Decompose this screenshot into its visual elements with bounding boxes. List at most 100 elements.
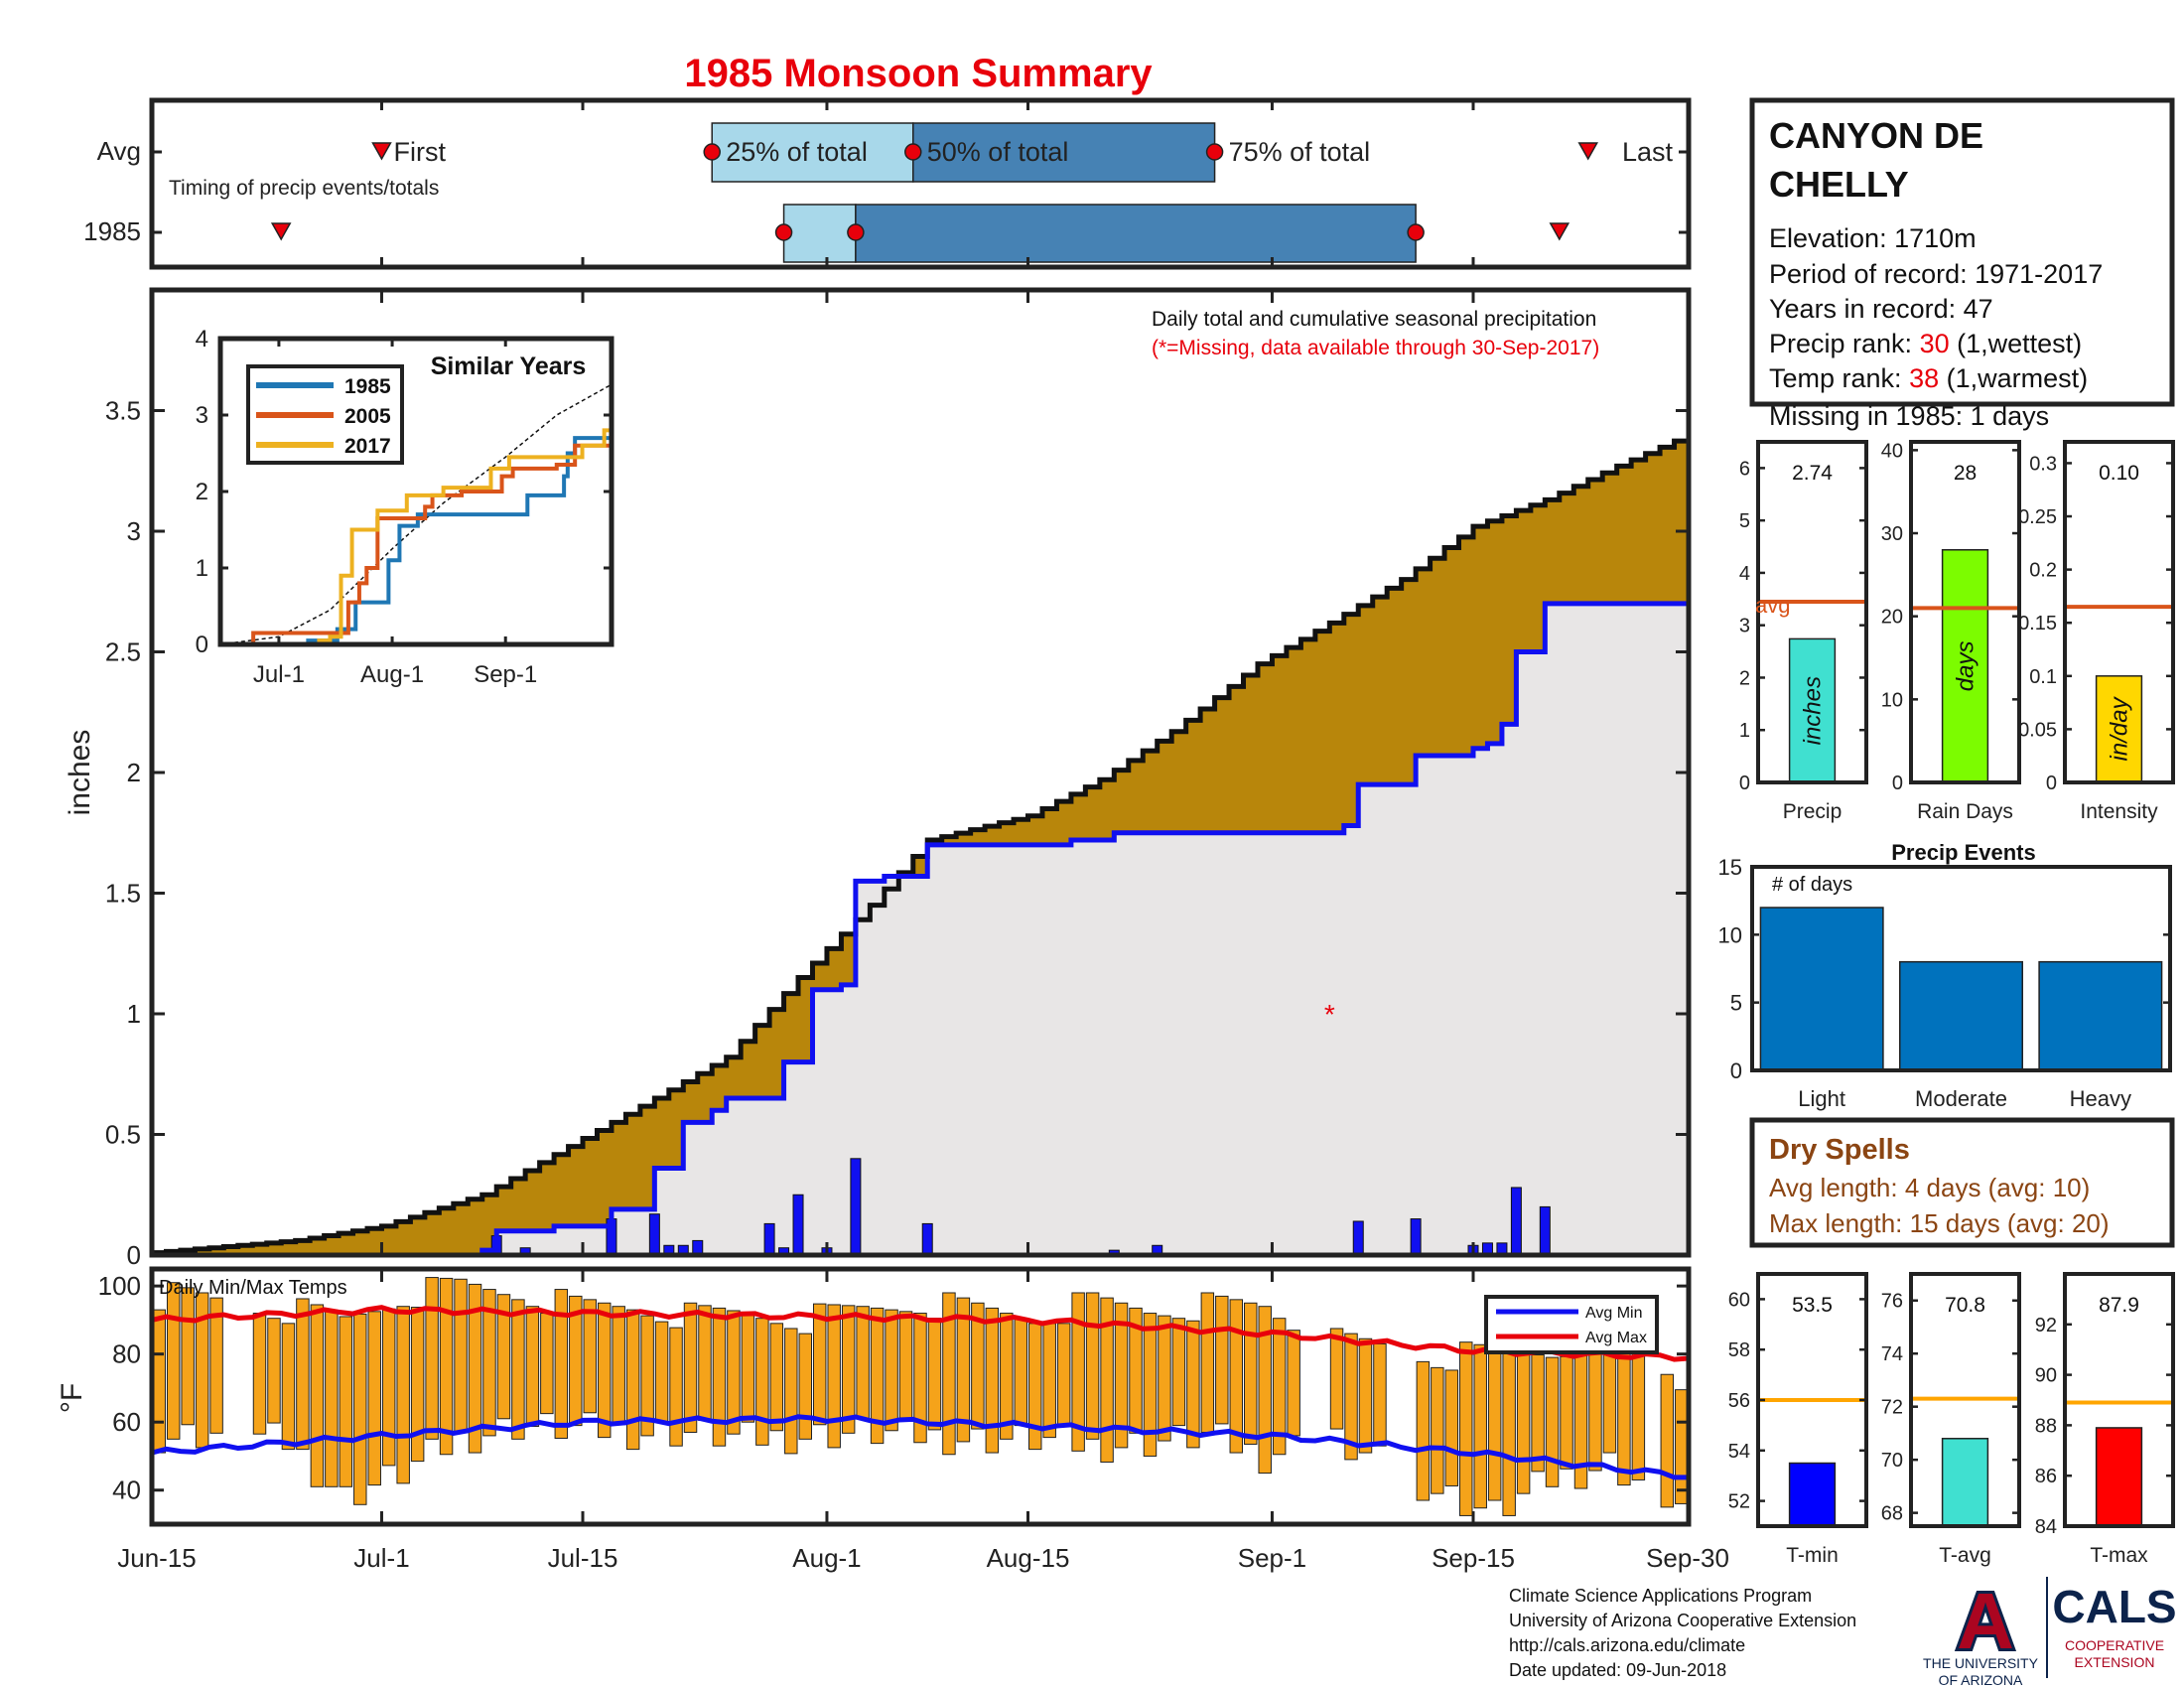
temp-ytick-label: 60 bbox=[112, 1407, 141, 1437]
events-ytick-label: 5 bbox=[1730, 991, 1742, 1016]
daily-temp-bar-15 bbox=[367, 1311, 381, 1486]
panel-unit-label: inches bbox=[1800, 676, 1827, 745]
daily-temp-bar-69 bbox=[1143, 1313, 1158, 1457]
precip-events-chart: Precip Events Light Moderate Heavy 0 5 10 15 #… bbox=[1718, 840, 2172, 1111]
temp-ytick-label: 100 bbox=[98, 1271, 141, 1301]
daily-temp-bar-26 bbox=[525, 1306, 540, 1427]
year-cumulative-area bbox=[152, 594, 1689, 1255]
daily-temp-bar-7 bbox=[252, 1313, 267, 1435]
daily-temp-bar-1 bbox=[166, 1282, 181, 1440]
panel-ytick-label: 1 bbox=[1739, 720, 1750, 742]
panel-frame-1 bbox=[1909, 440, 2021, 784]
daily-precip-bar-21 bbox=[1539, 1205, 1551, 1255]
cumulative-ytick-label: 1.5 bbox=[105, 879, 141, 909]
timing-label-50: 50% of total bbox=[927, 137, 1069, 167]
date-axis-label: Aug-1 bbox=[792, 1543, 861, 1573]
season-temperature-panels: 52 54 56 58 60 53.5 T-min 68 70 72 74 76 70.8 T-avg 84… bbox=[1728, 1272, 2175, 1567]
temperature-chart: 40 60 80 100 Daily Min/Max Temps °F Avg Min… bbox=[56, 1266, 1702, 1527]
panel-value-label: 28 bbox=[1954, 462, 1977, 485]
daily-precip-bar-11 bbox=[850, 1158, 862, 1255]
daily-temp-bar-74 bbox=[1215, 1295, 1229, 1425]
panel-category-label: Intensity bbox=[2080, 800, 2158, 823]
daily-temp-bar-48 bbox=[841, 1305, 856, 1434]
daily-temp-bar-60 bbox=[1014, 1318, 1028, 1427]
daily-temp-bar-28 bbox=[554, 1289, 569, 1439]
daily-temp-bar-58 bbox=[985, 1307, 1000, 1454]
daily-temp-bar-2 bbox=[181, 1287, 195, 1426]
panel-ytick-label: 20 bbox=[1881, 607, 1903, 629]
cals-logo-line2: EXTENSION bbox=[2075, 1654, 2155, 1670]
date-axis-label: Aug-15 bbox=[987, 1543, 1070, 1573]
daily-temp-bar-75 bbox=[1229, 1299, 1244, 1454]
daily-temp-bar-30 bbox=[583, 1299, 597, 1414]
footer-line1: Climate Science Applications Program bbox=[1509, 1586, 1812, 1606]
station-temp-rank: Temp rank: 38 (1,warmest) bbox=[1769, 363, 2088, 393]
daily-temp-bar-67 bbox=[1114, 1302, 1129, 1449]
footer-line2: University of Arizona Cooperative Extens… bbox=[1509, 1611, 1856, 1630]
temperature-frame bbox=[149, 1266, 1692, 1527]
timing-avg-p50-marker bbox=[904, 143, 922, 161]
panel-frame-1 bbox=[1909, 1272, 2021, 1528]
panel-ytick-label: 74 bbox=[1881, 1343, 1903, 1365]
daily-temp-bar-62 bbox=[1042, 1323, 1056, 1439]
daily-temp-bar-105 bbox=[1660, 1373, 1675, 1508]
daily-temp-bar-13 bbox=[339, 1316, 353, 1487]
panel-frame-2 bbox=[2063, 440, 2175, 784]
daily-temp-bar-37 bbox=[683, 1302, 698, 1433]
legend-label-2017: 2017 bbox=[344, 435, 391, 458]
ua-logo-line2: OF ARIZONA bbox=[1939, 1672, 2023, 1688]
inset-series-1985 bbox=[220, 435, 612, 644]
daily-precip-bar-14 bbox=[1152, 1244, 1163, 1255]
cals-logo-wordmark: CALS bbox=[2052, 1581, 2176, 1632]
panel-ytick-label: 0.15 bbox=[2018, 613, 2057, 634]
inset-ytick-label: 1 bbox=[196, 555, 208, 582]
temp-ytick-label: 80 bbox=[112, 1339, 141, 1369]
daily-temp-bar-66 bbox=[1100, 1297, 1114, 1463]
dry-spells-box: Dry Spells Avg length: 4 days (avg: 10) … bbox=[1749, 1117, 2175, 1248]
inset-ytick-label: 2 bbox=[196, 479, 208, 505]
inset-series-2005 bbox=[220, 441, 612, 644]
panel-ytick-label: 4 bbox=[1739, 563, 1750, 585]
events-category-label: Moderate bbox=[1915, 1086, 2007, 1111]
station-period: Period of record: 1971-2017 bbox=[1769, 259, 2103, 289]
daily-temp-bar-9 bbox=[281, 1323, 296, 1451]
events-ytick-label: 10 bbox=[1718, 922, 1742, 947]
panel-bar-0 bbox=[1788, 1462, 1837, 1527]
daily-temp-bar-78 bbox=[1272, 1318, 1287, 1456]
daily-temp-bar-107 bbox=[1690, 1405, 1702, 1500]
cumulative-ytick-label: 1 bbox=[127, 999, 141, 1029]
daily-temp-bar-103 bbox=[1631, 1348, 1646, 1480]
cumulative-ytick-label: 0.5 bbox=[105, 1120, 141, 1150]
cumulative-ytick-label: 3.5 bbox=[105, 396, 141, 426]
daily-temp-bar-33 bbox=[625, 1309, 640, 1451]
panel-ytick-label: 30 bbox=[1881, 523, 1903, 545]
legend-label-2005: 2005 bbox=[344, 405, 391, 428]
inset-ytick-label: 4 bbox=[196, 326, 208, 352]
panel-ytick-label: 10 bbox=[1881, 689, 1903, 711]
panel-t-max: 84 86 88 90 92 87.9 T-max bbox=[2035, 1272, 2175, 1567]
panel-unit-label: in/day bbox=[2107, 695, 2133, 761]
panel-intensity: 0 0.05 0.1 0.15 0.2 0.25 0.3 0.10 Intensity in/da… bbox=[2018, 440, 2175, 823]
daily-temp-bar-71 bbox=[1171, 1318, 1186, 1427]
panel-ytick-label: 86 bbox=[2035, 1466, 2057, 1487]
daily-temp-bar-18 bbox=[410, 1307, 425, 1463]
daily-temp-bar-11 bbox=[310, 1304, 325, 1487]
legend-label-avg-min: Avg Min bbox=[1585, 1305, 1643, 1322]
events-bar-heavy bbox=[2038, 960, 2163, 1071]
panel-ytick-label: 5 bbox=[1739, 510, 1750, 532]
inset-ytick-label: 3 bbox=[196, 402, 208, 429]
daily-temp-bar-25 bbox=[511, 1299, 525, 1440]
avg-min-temp-line bbox=[152, 1414, 1689, 1480]
events-ytick-label: 0 bbox=[1730, 1058, 1742, 1083]
panel-ytick-label: 40 bbox=[1881, 440, 1903, 462]
panel-ytick-label: 76 bbox=[1881, 1291, 1903, 1313]
footer-line4: Date updated: 09-Jun-2018 bbox=[1509, 1660, 1726, 1680]
timing-year-p75-marker bbox=[1407, 223, 1425, 241]
panel-ytick-label: 0 bbox=[2046, 773, 2057, 794]
events-title: Precip Events bbox=[1891, 840, 2036, 865]
daily-temp-bar-91 bbox=[1459, 1341, 1473, 1516]
daily-temp-bar-98 bbox=[1560, 1355, 1573, 1470]
daily-temp-bar-95 bbox=[1516, 1351, 1531, 1494]
daily-temp-bar-94 bbox=[1502, 1348, 1516, 1516]
date-axis-label: Jul-1 bbox=[353, 1543, 409, 1573]
